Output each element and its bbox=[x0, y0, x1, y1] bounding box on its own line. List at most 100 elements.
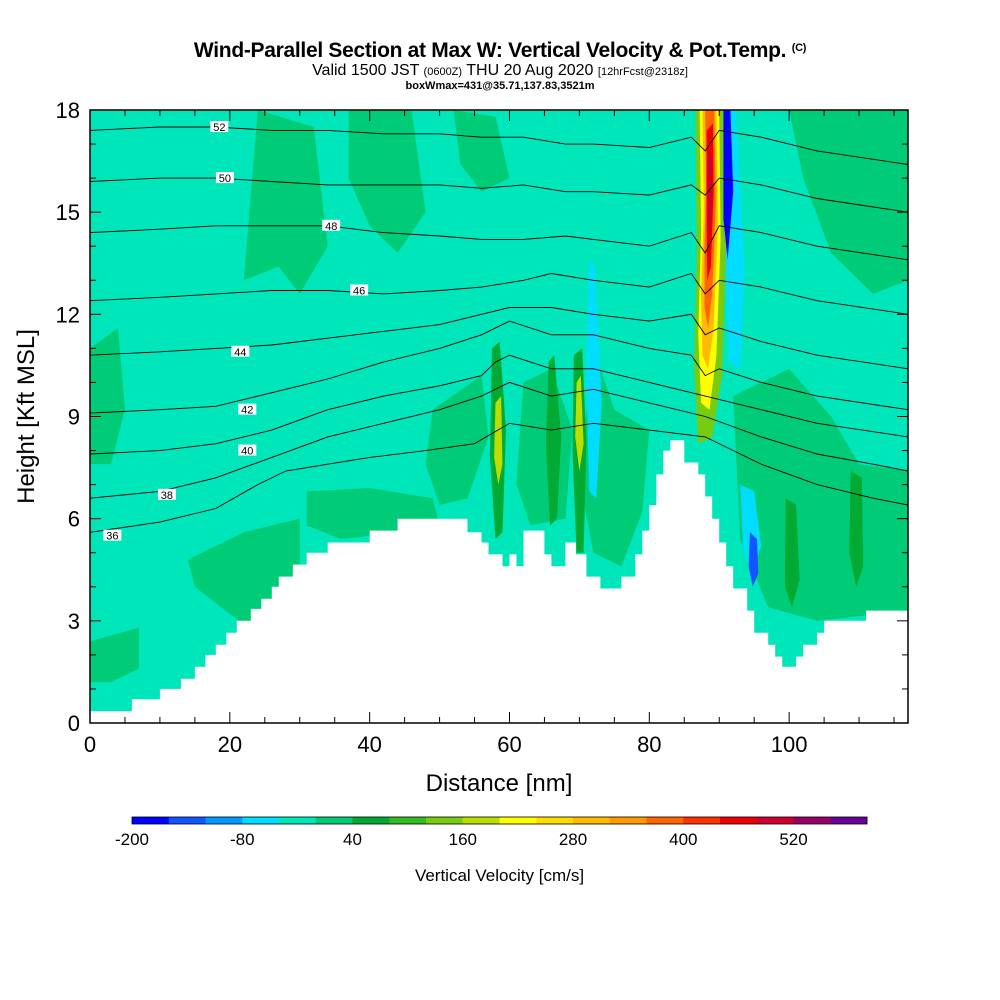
y-tick-label-15: 15 bbox=[56, 200, 80, 225]
theta-label-bg-52 bbox=[210, 121, 229, 133]
colorbar-swatch-9 bbox=[462, 817, 500, 824]
downdraft-region-1 bbox=[586, 259, 602, 499]
colorbar-swatch-2 bbox=[205, 817, 243, 824]
colorbar-swatch-12 bbox=[573, 817, 611, 824]
x-axis-label: Distance [nm] bbox=[426, 770, 573, 797]
forecast-info: [12hrFcst@2318z] bbox=[597, 66, 688, 78]
updraft-streak-2 bbox=[545, 355, 562, 526]
y-tick-label-9: 9 bbox=[68, 405, 80, 430]
theta-label-42: 42 bbox=[241, 405, 253, 417]
theta-contour-layer bbox=[90, 126, 908, 723]
colorbar-frame bbox=[131, 816, 868, 825]
theta-contour-40 bbox=[90, 354, 908, 455]
weak-updraft-region-12 bbox=[733, 368, 908, 621]
theta-contour-50 bbox=[90, 177, 908, 213]
colorbar-swatch-5 bbox=[315, 817, 353, 824]
weak-updraft-region-4 bbox=[789, 110, 908, 294]
theta-label-50: 50 bbox=[219, 173, 231, 185]
x-tick-label-100: 100 bbox=[771, 732, 808, 757]
theta-label-bg-42 bbox=[238, 403, 257, 415]
theta-label-bg-44 bbox=[231, 345, 250, 357]
theta-label-bg-40 bbox=[238, 444, 257, 456]
colorbar-swatch-16 bbox=[720, 817, 758, 824]
colorbar-swatch-3 bbox=[242, 817, 280, 824]
colorbar-swatch-8 bbox=[426, 817, 464, 824]
chart-title: Wind-Parallel Section at Max W: Vertical… bbox=[0, 36, 1000, 63]
x-tick-label-60: 60 bbox=[497, 732, 521, 757]
colorbar-swatch-4 bbox=[279, 817, 317, 824]
weak-updraft-region-5 bbox=[90, 327, 125, 465]
utc-time: (0600Z) bbox=[423, 66, 463, 78]
colorbar-swatch-18 bbox=[793, 817, 831, 824]
theta-label-38: 38 bbox=[161, 490, 173, 502]
theta-label-48: 48 bbox=[325, 221, 337, 233]
theta-label-52: 52 bbox=[213, 122, 225, 134]
terrain-mask bbox=[90, 440, 908, 723]
colorbar-swatch-13 bbox=[609, 817, 647, 824]
theta-label-40: 40 bbox=[241, 446, 253, 458]
y-tick-label-18: 18 bbox=[56, 98, 80, 123]
colorbar-swatch-6 bbox=[352, 817, 390, 824]
colorbar-swatch-15 bbox=[683, 817, 721, 824]
colorbar-tick-label-4: 280 bbox=[559, 830, 587, 849]
x-tick-label-40: 40 bbox=[357, 732, 381, 757]
colorbar-swatch-7 bbox=[389, 817, 427, 824]
weak-updraft-region-3 bbox=[453, 110, 510, 192]
colorbar-swatch-10 bbox=[499, 817, 537, 824]
theta-contour-46 bbox=[90, 272, 908, 315]
y-tick-label-0: 0 bbox=[68, 711, 80, 736]
weak-updraft-region-6 bbox=[90, 627, 139, 683]
colorbar-tick-label-6: 520 bbox=[779, 830, 807, 849]
theta-label-bg-38 bbox=[157, 488, 176, 500]
theta-contour-36 bbox=[90, 422, 908, 533]
chart-title-text: Wind-Parallel Section at Max W: Vertical… bbox=[193, 39, 787, 62]
theta-label-36: 36 bbox=[106, 531, 118, 543]
chart-subtitle: Valid 1500 JST (0600Z) THU 20 Aug 2020 [… bbox=[0, 63, 1000, 80]
valid-date: THU 20 Aug 2020 bbox=[466, 62, 594, 79]
y-tick-label-12: 12 bbox=[56, 302, 80, 327]
colorbar-tick-label-1: -80 bbox=[230, 830, 255, 849]
max-updraft-plume-level-6 bbox=[708, 150, 713, 240]
field-layer bbox=[90, 110, 908, 683]
low-level-downdraft-core bbox=[748, 532, 759, 587]
theta-contour-48 bbox=[90, 225, 908, 261]
weak-updraft-region-9 bbox=[425, 375, 489, 506]
theta-label-bg-48 bbox=[322, 219, 341, 231]
x-tick-label-0: 0 bbox=[84, 732, 96, 757]
colorbar-swatch-14 bbox=[646, 817, 684, 824]
theta-label-bg-46 bbox=[350, 284, 369, 296]
y-tick-label-6: 6 bbox=[68, 507, 80, 532]
x-tick-label-20: 20 bbox=[218, 732, 242, 757]
moderate-updraft-core-2 bbox=[575, 375, 584, 471]
copyright-mark: (C) bbox=[791, 42, 807, 54]
theta-contour-52 bbox=[90, 126, 908, 165]
colorbar-swatch-17 bbox=[756, 817, 794, 824]
updraft-streak-4 bbox=[784, 498, 800, 608]
theta-label-bg-36 bbox=[103, 529, 122, 541]
updraft-streak-5 bbox=[849, 470, 864, 587]
colorbar-label: Vertical Velocity [cm/s] bbox=[415, 866, 584, 885]
x-tick-label-80: 80 bbox=[637, 732, 661, 757]
y-axis-label: Height [Kft MSL] bbox=[13, 329, 40, 504]
theta-label-bg-50 bbox=[215, 172, 234, 184]
colorbar-tick-label-2: 40 bbox=[343, 830, 362, 849]
theta-contour-44 bbox=[90, 307, 908, 370]
colorbar-tick-label-5: 400 bbox=[669, 830, 697, 849]
theta-label-46: 46 bbox=[353, 285, 365, 297]
theta-contour-42 bbox=[90, 320, 908, 414]
theta-contour-38 bbox=[90, 381, 908, 499]
colorbar-tick-label-0: -200 bbox=[115, 830, 149, 849]
colorbar-swatch-11 bbox=[536, 817, 574, 824]
y-tick-label-3: 3 bbox=[68, 609, 80, 634]
moderate-updraft-core-1 bbox=[494, 396, 503, 485]
weak-updraft-region-1 bbox=[243, 110, 328, 294]
valid-time: Valid 1500 JST bbox=[312, 62, 420, 79]
strong-downdraft-core bbox=[723, 110, 734, 260]
colorbar-tick-label-3: 160 bbox=[449, 830, 477, 849]
weak-updraft-region-2 bbox=[348, 110, 426, 254]
colorbar-swatch-19 bbox=[830, 817, 868, 824]
theta-label-44: 44 bbox=[234, 347, 246, 359]
title-block: Wind-Parallel Section at Max W: Vertical… bbox=[0, 36, 1000, 93]
box-wmax-info: boxWmax=431@35.71,137.83,3521m bbox=[405, 80, 595, 92]
